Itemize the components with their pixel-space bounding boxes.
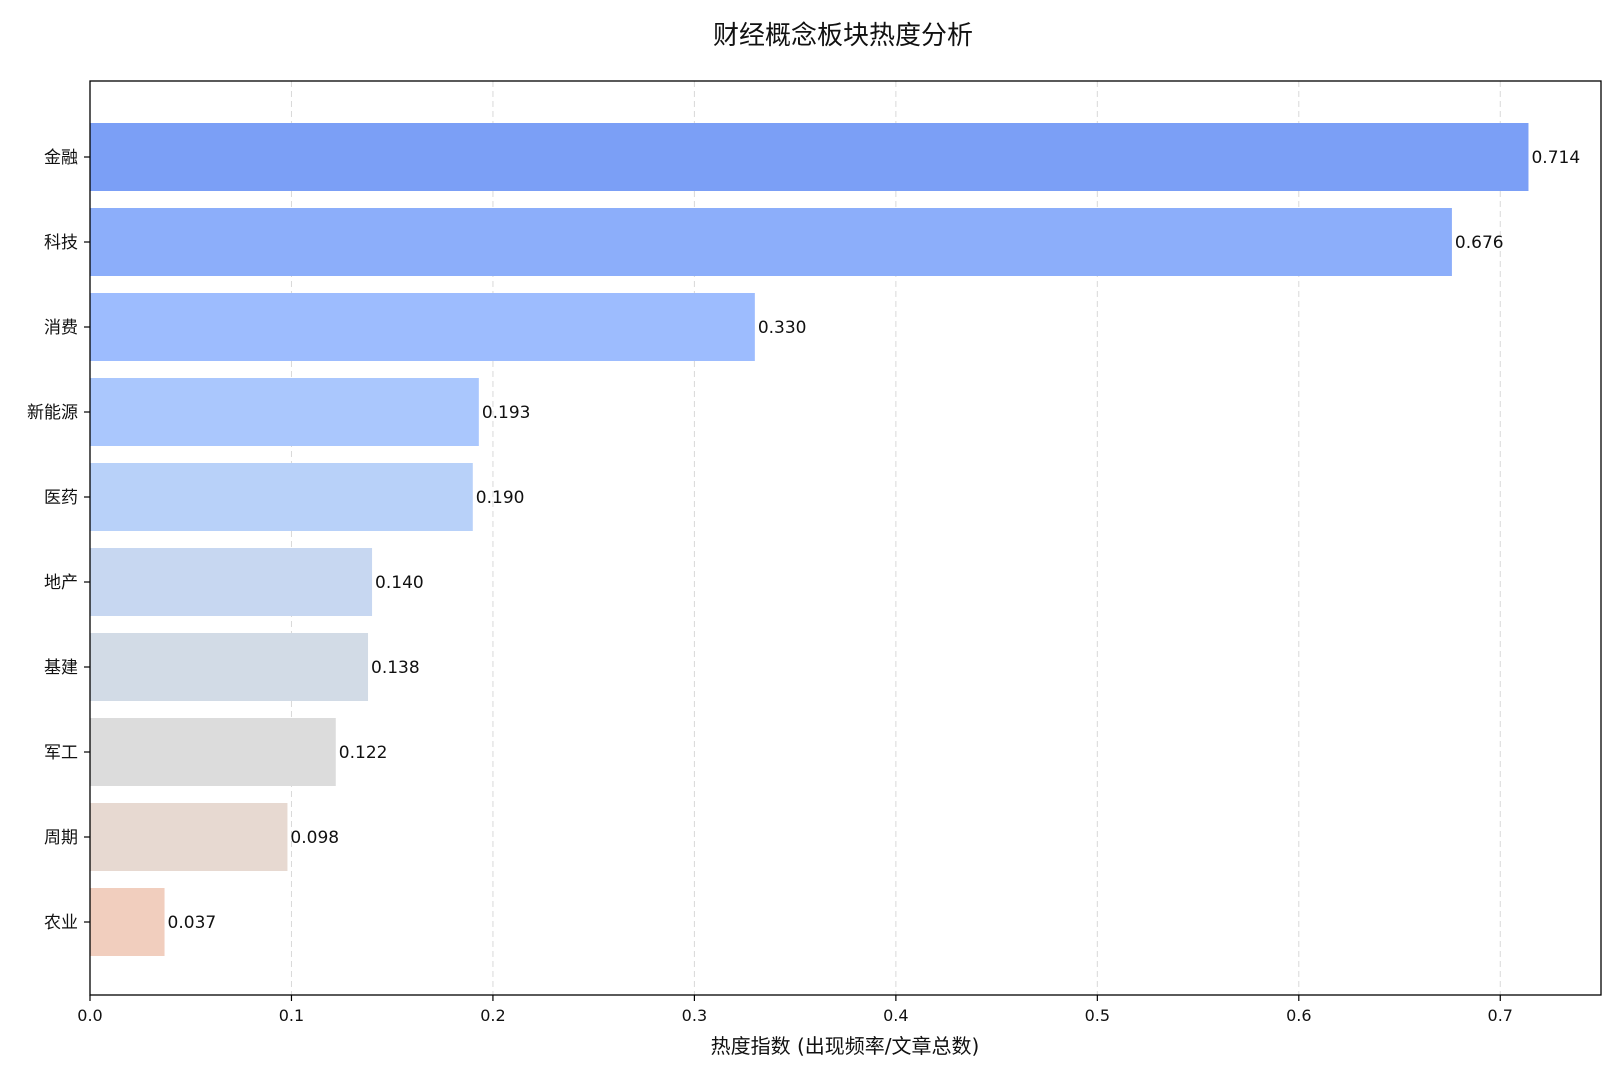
- x-tick-label: 0.5: [1085, 1006, 1110, 1025]
- bar-value-label: 0.138: [371, 658, 420, 678]
- value-labels: 0.714 0.676 0.330 0.193 0.190 0.140 0.138 0.122…: [168, 148, 1581, 933]
- bar: [90, 718, 336, 786]
- bar-value-label: 0.140: [375, 573, 424, 593]
- bar: [90, 123, 1529, 191]
- bar: [90, 378, 479, 446]
- category-label: 农业: [44, 913, 78, 933]
- x-tick-label: 0.0: [77, 1006, 102, 1025]
- x-tick-label: 0.7: [1488, 1006, 1513, 1025]
- chart-title: 财经概念板块热度分析: [713, 21, 973, 51]
- bar-value-label: 0.714: [1531, 148, 1580, 168]
- bar-value-label: 0.037: [168, 913, 217, 933]
- bar-value-label: 0.330: [758, 318, 807, 338]
- x-tick-label: 0.6: [1286, 1006, 1311, 1025]
- category-label: 军工: [44, 743, 78, 763]
- category-label: 金融: [44, 148, 78, 168]
- bars: [90, 123, 1529, 956]
- bar: [90, 888, 165, 956]
- plot-frame: [89, 80, 1602, 996]
- category-label: 消费: [44, 318, 78, 338]
- bar-value-label: 0.098: [290, 828, 339, 848]
- bar-value-label: 0.190: [476, 488, 525, 508]
- bar: [90, 633, 369, 701]
- x-tick-label: 0.3: [682, 1006, 707, 1025]
- bar-value-label: 0.193: [482, 403, 531, 423]
- x-tick-label: 0.4: [883, 1006, 908, 1025]
- category-label: 科技: [44, 233, 78, 253]
- category-label: 基建: [44, 658, 78, 678]
- x-tick-label: 0.1: [279, 1006, 304, 1025]
- x-axis-label: 热度指数 (出现频率/文章总数): [711, 1034, 980, 1058]
- bar: [90, 208, 1452, 276]
- bar: [90, 463, 473, 531]
- bar: [90, 293, 755, 361]
- x-axis: 0.0 0.1 0.2 0.3 0.4 0.5 0.6 0.7: [77, 995, 1513, 1025]
- category-label: 医药: [44, 488, 78, 508]
- category-label: 新能源: [27, 403, 78, 423]
- category-label: 周期: [44, 828, 78, 848]
- bar: [90, 803, 288, 871]
- bar: [90, 548, 373, 616]
- bar-value-label: 0.122: [339, 743, 388, 763]
- bar-value-label: 0.676: [1455, 233, 1504, 253]
- x-tick-label: 0.2: [480, 1006, 505, 1025]
- category-label: 地产: [44, 573, 78, 593]
